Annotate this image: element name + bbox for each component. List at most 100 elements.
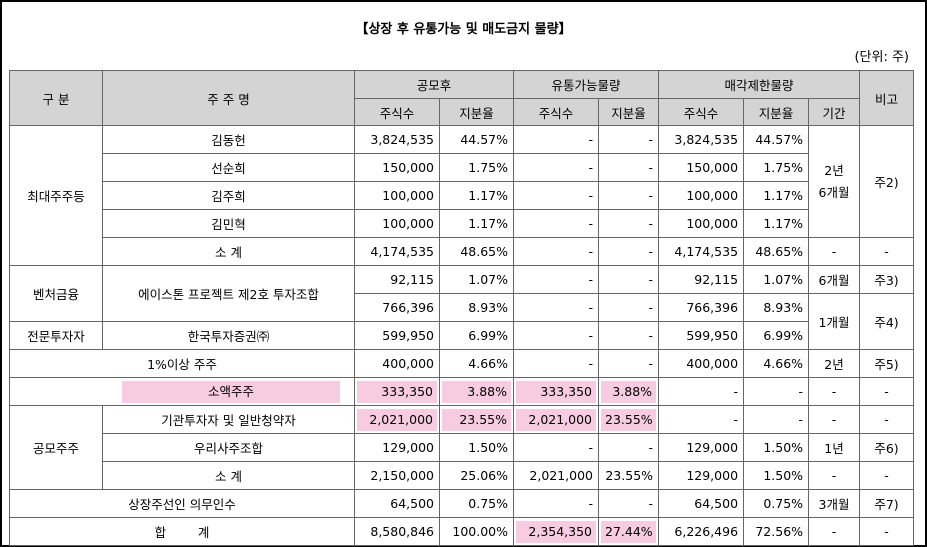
subtotal-row: 소 계 4,174,535 48.65% - - 4,174,535 48.65… bbox=[10, 237, 915, 266]
ratio-cell: 8.93% bbox=[438, 293, 515, 322]
period-cell: 1개월 bbox=[808, 293, 861, 350]
group-venture: 벤처금융 bbox=[9, 265, 103, 322]
holder-name: 김동헌 bbox=[102, 125, 355, 154]
restricted-ratio-cell: 48.65% bbox=[743, 237, 810, 266]
period-cell: 2년 bbox=[808, 349, 861, 378]
restricted-shares-cell: 100,000 bbox=[658, 209, 745, 238]
period-cell: 6개월 bbox=[808, 265, 861, 294]
note-cell: 주4) bbox=[859, 293, 915, 350]
header-remarks: 비고 bbox=[859, 70, 915, 126]
holder-name: 상장주선인 의무인수 bbox=[9, 489, 355, 518]
table-row: 김민혁 100,000 1.17% - - 100,000 1.17% bbox=[10, 209, 914, 238]
ratio-cell: 48.65% bbox=[438, 237, 515, 266]
note-cell: - bbox=[859, 517, 915, 546]
tradable-shares-cell: - bbox=[513, 237, 600, 266]
tradable-ratio-cell: 23.55% bbox=[598, 405, 660, 434]
tradable-shares-cell: - bbox=[513, 153, 600, 182]
period-cell: - bbox=[808, 237, 861, 266]
tradable-ratio-value: 23.55% bbox=[601, 408, 657, 431]
table-title: 【상장 후 유통가능 및 매도금지 물량】 bbox=[355, 22, 572, 37]
restricted-ratio-cell: 1.17% bbox=[743, 181, 810, 210]
note-cell: 주2) bbox=[859, 125, 915, 238]
header-shares: 주식수 bbox=[513, 98, 600, 126]
ratio-cell: 23.55% bbox=[438, 405, 515, 434]
restricted-ratio-cell: 1.75% bbox=[743, 153, 810, 182]
shares-cell: 400,000 bbox=[354, 349, 440, 378]
table-row: 766,396 8.93% - - 766,396 8.93% 1개월 주4) bbox=[10, 293, 915, 350]
note-cell: 주5) bbox=[859, 349, 915, 378]
holder-name: 김민혁 bbox=[102, 209, 355, 238]
tradable-ratio-cell: 27.44% bbox=[598, 517, 660, 546]
tradable-ratio-cell: - bbox=[598, 489, 660, 518]
tradable-ratio-cell: - bbox=[598, 125, 660, 154]
restricted-shares-cell: - bbox=[658, 377, 745, 406]
note-cell: 주7) bbox=[859, 489, 915, 518]
shareholder-table: 구 분 주 주 명 공모후 유통가능물량 매각제한물량 비고 주식수 지분율 주… bbox=[9, 70, 915, 546]
restricted-ratio-cell: - bbox=[743, 377, 810, 406]
tradable-shares-cell: - bbox=[513, 349, 600, 378]
tradable-ratio-cell: - bbox=[598, 433, 660, 462]
header-ratio: 지분율 bbox=[438, 98, 515, 126]
restricted-shares-cell: 6,226,496 bbox=[658, 517, 745, 546]
restricted-ratio-cell: 8.93% bbox=[743, 293, 810, 322]
tradable-ratio-cell: - bbox=[598, 293, 660, 322]
restricted-ratio-cell: 1.07% bbox=[743, 265, 810, 294]
tradable-ratio-cell: 3.88% bbox=[598, 377, 660, 406]
ratio-value: 23.55% bbox=[442, 408, 512, 431]
restricted-ratio-cell: 44.57% bbox=[743, 125, 810, 154]
tradable-ratio-value: 3.88% bbox=[601, 380, 657, 403]
tradable-shares-cell: - bbox=[513, 209, 600, 238]
note-cell: - bbox=[859, 461, 915, 490]
shares-cell: 92,115 bbox=[354, 265, 440, 294]
restricted-ratio-cell: 1.50% bbox=[743, 433, 810, 462]
holder-name: 소액주주 bbox=[9, 377, 355, 406]
period-cell: 3개월 bbox=[808, 489, 861, 518]
ratio-cell: 1.07% bbox=[438, 265, 515, 294]
holder-name: 한국투자증권㈜ bbox=[102, 321, 355, 350]
restricted-ratio-cell: 4.66% bbox=[743, 349, 810, 378]
period-cell: - bbox=[808, 461, 861, 490]
restricted-shares-cell: 150,000 bbox=[658, 153, 745, 182]
subtotal-label: 소 계 bbox=[102, 237, 355, 266]
ratio-value: 3.88% bbox=[442, 380, 512, 403]
holder-name: 선순희 bbox=[102, 153, 355, 182]
tradable-shares-cell: 333,350 bbox=[513, 377, 600, 406]
tradable-shares-cell: 2,021,000 bbox=[513, 461, 600, 490]
group-professional: 전문투자자 bbox=[9, 321, 103, 350]
holder-name: 김주희 bbox=[102, 181, 355, 210]
tradable-shares-cell: - bbox=[513, 181, 600, 210]
restricted-shares-cell: 129,000 bbox=[658, 461, 745, 490]
table-row: 선순희 150,000 1.75% - - 150,000 1.75% bbox=[10, 153, 914, 182]
header-tradable: 유통가능물량 bbox=[513, 70, 660, 99]
note-cell: - bbox=[859, 405, 915, 434]
holder-name: 우리사주조합 bbox=[102, 433, 355, 462]
tradable-shares-value: 333,350 bbox=[516, 380, 597, 403]
restricted-ratio-cell: 1.50% bbox=[743, 461, 810, 490]
subtotal-label: 소 계 bbox=[102, 461, 355, 490]
table-row: 상장주선인 의무인수 64,500 0.75% - - 64,500 0.75%… bbox=[9, 489, 915, 518]
shares-cell: 3,824,535 bbox=[354, 125, 440, 154]
period-cell: 1년 bbox=[808, 433, 861, 462]
restricted-shares-cell: 129,000 bbox=[658, 433, 745, 462]
ratio-cell: 0.75% bbox=[438, 489, 515, 518]
group-largest: 최대주주등 bbox=[9, 125, 103, 266]
period-cell: - bbox=[808, 517, 861, 546]
ratio-cell: 4.66% bbox=[438, 349, 515, 378]
tradable-shares-cell: - bbox=[513, 265, 600, 294]
header-holder: 주 주 명 bbox=[102, 70, 355, 126]
restricted-ratio-cell: 0.75% bbox=[743, 489, 810, 518]
holder-name-text: 소액주주 bbox=[122, 380, 340, 403]
period-cell: 2년 6개월 bbox=[808, 125, 861, 238]
note-cell: 주6) bbox=[859, 433, 915, 462]
ratio-cell: 3.88% bbox=[438, 377, 515, 406]
total-label: 합 계 bbox=[9, 517, 355, 546]
table-row: 우리사주조합 129,000 1.50% - - 129,000 1.50% 1… bbox=[10, 433, 915, 462]
tradable-shares-cell: - bbox=[513, 433, 600, 462]
tradable-shares-cell: - bbox=[513, 489, 600, 518]
table-row: 전문투자자 한국투자증권㈜ 599,950 6.99% - - 599,950 … bbox=[9, 321, 914, 350]
shares-cell: 599,950 bbox=[354, 321, 440, 350]
shares-cell: 8,580,846 bbox=[354, 517, 440, 546]
shares-cell: 2,150,000 bbox=[354, 461, 440, 490]
restricted-ratio-cell: 6.99% bbox=[743, 321, 810, 350]
